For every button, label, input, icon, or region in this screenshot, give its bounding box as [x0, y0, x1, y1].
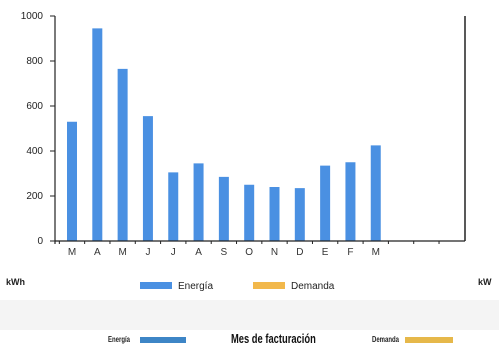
bar	[168, 172, 179, 241]
bar	[320, 165, 331, 241]
footer-legend: Energía Mes de facturación Demanda	[0, 330, 499, 357]
y-tick-label: 200	[26, 191, 43, 202]
x-tick-label: O	[245, 247, 253, 258]
consumption-chart: 0 200 400 600 800 1000 M A M J J A S O N D E F M kWh kW E…	[6, 11, 492, 292]
bar	[117, 68, 128, 241]
x-tick-label: A	[94, 247, 101, 258]
legend-swatch	[253, 282, 285, 289]
footer-demanda-swatch	[405, 337, 453, 343]
ylabel-left: kWh	[6, 277, 25, 287]
footer-energia-label: Energía	[108, 335, 131, 344]
x-tick-label: F	[347, 247, 353, 258]
ylabel-right: kW	[478, 277, 492, 287]
bar	[193, 163, 204, 241]
footer-demanda-label: Demanda	[372, 335, 400, 344]
legend-swatch	[140, 282, 172, 289]
x-tick-label: S	[221, 247, 228, 258]
x-tick-label: A	[195, 247, 202, 258]
bar	[370, 145, 381, 241]
x-tick-label: D	[296, 247, 303, 258]
footer-energia-swatch	[140, 337, 186, 343]
legend-label: Energía	[178, 281, 213, 292]
x-tick-label: M	[372, 247, 380, 258]
footer-title: Mes de facturación	[231, 331, 316, 346]
y-tick-label: 0	[37, 236, 43, 247]
x-tick-label: J	[145, 247, 150, 258]
legend-label: Demanda	[291, 281, 335, 292]
y-tick-label: 600	[26, 101, 43, 112]
bar	[345, 162, 356, 241]
x-tick-label: N	[271, 247, 278, 258]
legend: Energía Demanda	[140, 281, 335, 292]
bar	[67, 121, 77, 241]
x-tick-label: J	[171, 247, 176, 258]
bar	[269, 187, 280, 241]
x-tick-label: E	[322, 247, 329, 258]
y-axis: 0 200 400 600 800 1000	[21, 11, 56, 247]
bar	[92, 28, 103, 241]
bar	[142, 116, 153, 241]
footer-separator-band	[0, 300, 499, 330]
bar	[294, 188, 305, 241]
bar	[244, 184, 255, 241]
x-tick-label: M	[118, 247, 126, 258]
y-tick-label: 800	[26, 56, 43, 67]
chart-area: 0 200 400 600 800 1000 M A M J J A S O N D E F M kWh kW E…	[6, 11, 493, 292]
x-tick-label: M	[68, 247, 76, 258]
y-tick-label: 1000	[21, 11, 44, 22]
bar	[218, 176, 229, 241]
y-tick-label: 400	[26, 146, 43, 157]
bars	[67, 28, 381, 241]
